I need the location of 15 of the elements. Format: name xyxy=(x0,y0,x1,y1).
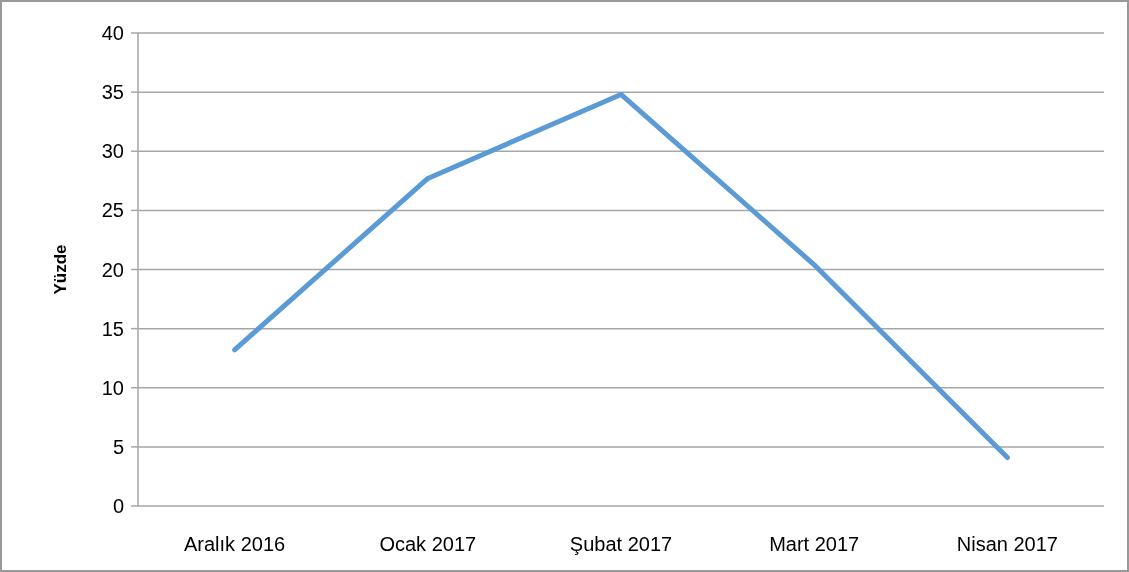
x-tick-label: Mart 2017 xyxy=(769,533,860,555)
x-tick-label: Şubat 2017 xyxy=(569,533,673,555)
y-tick-label: 5 xyxy=(112,435,124,458)
y-tick-label: 10 xyxy=(101,376,124,399)
y-axis-title: Yüzde xyxy=(51,244,70,295)
y-tick-label: 40 xyxy=(101,22,124,44)
y-tick-label: 35 xyxy=(101,81,124,104)
y-tick-label: 15 xyxy=(101,317,124,340)
y-tick-label: 20 xyxy=(101,258,124,281)
x-tick-label: Aralık 2016 xyxy=(184,533,286,555)
y-tick-label: 25 xyxy=(101,199,124,222)
y-tick-label: 0 xyxy=(112,495,124,517)
x-tick-label: Ocak 2017 xyxy=(379,533,477,555)
x-tick-label: Nisan 2017 xyxy=(956,533,1058,555)
y-tick-label: 30 xyxy=(101,140,124,163)
